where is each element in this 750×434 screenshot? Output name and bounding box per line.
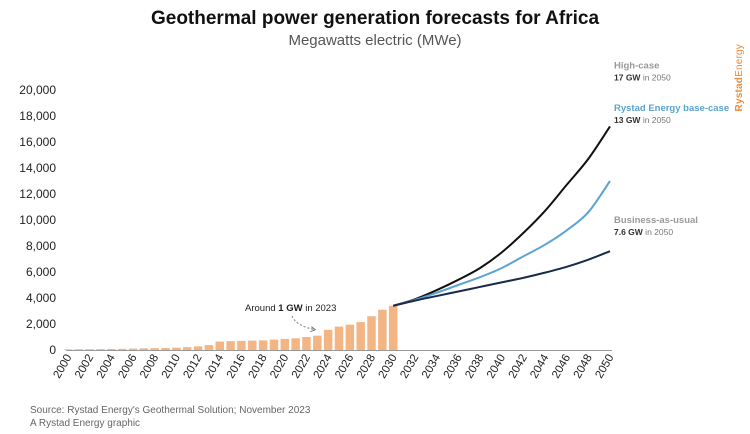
bar — [302, 337, 311, 350]
x-tick-label: 2048 — [572, 353, 595, 381]
source-line-1: Source: Rystad Energy's Geothermal Solut… — [30, 405, 311, 416]
y-tick-label: 4,000 — [26, 291, 56, 305]
y-tick-label: 20,000 — [19, 83, 56, 97]
x-tick-label: 2014 — [203, 352, 226, 381]
series-value-bold: 13 GW — [614, 115, 641, 125]
bar — [183, 347, 192, 350]
y-tick-label: 2,000 — [26, 317, 56, 331]
bar — [378, 309, 387, 350]
x-tick-label: 2020 — [268, 353, 291, 381]
x-tick-label: 2028 — [355, 353, 378, 381]
x-tick-label: 2022 — [290, 353, 313, 381]
source-line-2: A Rystad Energy graphic — [30, 418, 141, 429]
x-tick-label: 2050 — [593, 353, 616, 381]
x-tick-label: 2002 — [73, 353, 96, 381]
bar — [237, 340, 246, 350]
x-tick-label: 2004 — [95, 352, 118, 381]
series-value-suffix: in 2050 — [643, 227, 674, 237]
x-tick-label: 2024 — [312, 352, 335, 381]
bar — [193, 346, 203, 350]
bar — [323, 329, 333, 350]
x-tick-label: 2032 — [398, 353, 421, 381]
y-tick-label: 10,000 — [19, 213, 56, 227]
bar — [117, 348, 127, 350]
x-tick-label: 2018 — [247, 353, 270, 381]
x-tick-label: 2016 — [225, 353, 248, 381]
high-case-label-value: 17 GW in 2050 — [614, 72, 671, 82]
y-tick-label: 14,000 — [19, 161, 56, 175]
x-tick-label: 2012 — [181, 353, 204, 381]
bar — [96, 349, 105, 350]
bar — [161, 348, 170, 350]
high-case-line — [392, 125, 611, 307]
business-as-usual-label-value: 7.6 GW in 2050 — [614, 227, 673, 237]
x-tick-label: 2026 — [333, 353, 356, 381]
base-case-label-value: 13 GW in 2050 — [614, 115, 671, 125]
high-case-label-title: High-case — [614, 60, 659, 71]
y-tick-label: 0 — [49, 343, 56, 357]
bar — [345, 324, 355, 350]
x-tick-label: 2008 — [138, 353, 161, 381]
y-tick-label: 18,000 — [19, 109, 56, 123]
bar — [334, 326, 344, 350]
bar — [215, 341, 224, 350]
bar — [291, 338, 300, 350]
base-case-line — [392, 180, 611, 307]
bar — [356, 322, 365, 350]
y-tick-label: 16,000 — [19, 135, 56, 149]
annotation-bold: 1 GW — [278, 303, 302, 314]
x-tick-label: 2040 — [485, 352, 508, 380]
annotation-prefix: Around — [245, 303, 278, 314]
business-as-usual-line — [392, 250, 611, 307]
series-value-bold: 7.6 GW — [614, 227, 644, 237]
annotation-arrow — [291, 315, 316, 331]
bar — [150, 348, 159, 350]
bar — [172, 347, 181, 350]
annotation-suffix: in 2023 — [303, 303, 337, 314]
series-value-suffix: in 2050 — [640, 115, 671, 125]
x-tick-label: 2046 — [550, 353, 573, 381]
chart-subtitle: Megawatts electric (MWe) — [288, 32, 462, 49]
x-tick-label: 2044 — [528, 352, 551, 381]
source-note: Source: Rystad Energy's Geothermal Solut… — [30, 404, 310, 430]
base-case-label-title: Rystad Energy base-case — [614, 103, 729, 114]
x-tick-label: 2034 — [420, 352, 443, 381]
series-value-suffix: in 2050 — [640, 72, 671, 82]
bar — [128, 348, 138, 350]
bar — [388, 305, 398, 350]
bar — [258, 340, 268, 350]
series-value-bold: 17 GW — [614, 72, 641, 82]
chart-title: Geothermal power generation forecasts fo… — [150, 8, 600, 29]
annotation-arrowhead — [310, 326, 317, 333]
bar — [226, 341, 235, 350]
y-tick-label: 8,000 — [26, 239, 56, 253]
bar — [107, 348, 116, 350]
bar — [204, 345, 214, 350]
y-tick-label: 12,000 — [19, 187, 56, 201]
x-tick-label: 2042 — [507, 353, 530, 381]
y-tick-label: 6,000 — [26, 265, 56, 279]
x-tick-label: 2030 — [377, 353, 400, 381]
bar — [74, 349, 84, 350]
bar — [85, 349, 94, 350]
x-tick-label: 2036 — [442, 353, 465, 381]
bar — [63, 349, 73, 350]
bar — [139, 348, 149, 350]
bar — [367, 316, 376, 350]
x-tick-label: 2038 — [463, 353, 486, 381]
bar — [269, 339, 279, 350]
annotation-label: Around 1 GW in 2023 — [245, 303, 336, 314]
x-tick-label: 2006 — [116, 353, 139, 381]
business-as-usual-label-title: Business-as-usual — [614, 215, 698, 226]
bar — [280, 338, 290, 350]
bar — [313, 335, 322, 350]
bar — [248, 340, 257, 350]
x-tick-label: 2010 — [160, 353, 183, 381]
